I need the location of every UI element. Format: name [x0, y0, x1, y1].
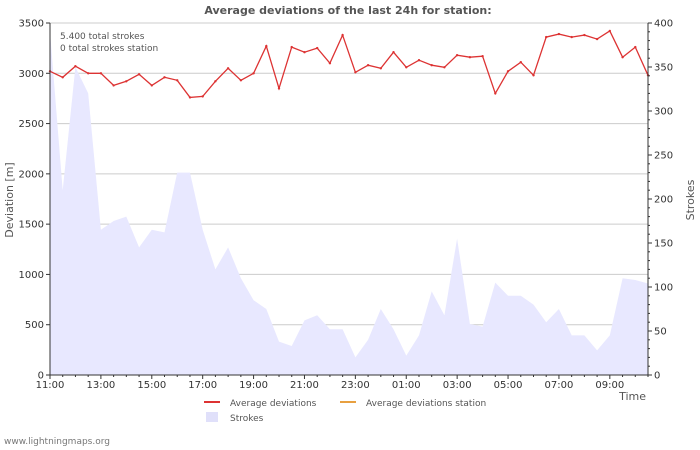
footer-credit: www.lightningmaps.org: [4, 437, 110, 447]
data-point: [341, 33, 344, 37]
data-point: [494, 92, 497, 95]
data-point: [290, 45, 293, 49]
data-point: [608, 29, 611, 33]
data-point: [481, 55, 484, 58]
data-point: [621, 56, 624, 59]
legend-label-strokes: Strokes: [230, 414, 264, 424]
x-tick-label: 11:00: [36, 380, 65, 391]
x-tick-label: 17:00: [188, 380, 217, 391]
data-point: [634, 45, 637, 49]
data-point: [455, 54, 459, 57]
x-axis-label: Time: [618, 390, 646, 403]
chart-title: Average deviations of the last 24h for s…: [204, 4, 491, 17]
data-point: [443, 66, 446, 69]
x-tick-label: 01:00: [392, 380, 421, 391]
data-point: [61, 76, 64, 79]
data-point: [532, 74, 535, 77]
data-point: [583, 33, 586, 37]
data-point: [430, 63, 433, 67]
data-point: [519, 61, 522, 64]
y-tick-label-right: 350: [654, 63, 673, 74]
data-point: [74, 65, 77, 68]
y-tick-label-left: 500: [25, 320, 44, 331]
data-point: [354, 71, 357, 74]
x-tick-label: 05:00: [494, 380, 523, 391]
data-point: [201, 95, 204, 98]
legend-label-average-deviations: Average deviations: [230, 399, 317, 409]
y-tick-label-right: 50: [654, 327, 667, 338]
x-tick-label: 09:00: [595, 380, 624, 391]
data-point: [379, 67, 382, 70]
y-tick-label-right: 0: [654, 371, 660, 382]
average-deviations-line: [49, 30, 649, 99]
data-point: [557, 32, 561, 36]
y-tick-label-left: 1000: [19, 270, 44, 281]
data-point: [392, 51, 395, 54]
data-point: [570, 35, 573, 39]
y-axis-right-label: Strokes: [684, 179, 697, 220]
y-tick-label-right: 200: [654, 195, 673, 206]
x-tick-label: 15:00: [137, 380, 166, 391]
x-tick-label: 21:00: [290, 380, 319, 391]
data-point: [303, 51, 306, 54]
data-point: [468, 56, 472, 59]
data-point: [125, 80, 128, 83]
x-tick-label: 19:00: [239, 380, 268, 391]
legend-swatch-strokes: [206, 412, 218, 422]
right-axis-ticks: 0 50 100 150 200 250 300 350 400: [648, 19, 673, 382]
y-tick-label-right: 300: [654, 107, 673, 118]
x-tick-label: 13:00: [86, 380, 115, 391]
data-point: [328, 62, 332, 65]
y-tick-label-right: 400: [654, 19, 673, 30]
data-point: [188, 96, 192, 99]
data-point: [112, 84, 115, 87]
y-tick-label-left: 3000: [19, 69, 44, 80]
data-point: [265, 44, 268, 48]
data-point: [239, 79, 243, 82]
y-tick-label-right: 100: [654, 283, 673, 294]
x-tick-label: 03:00: [443, 380, 472, 391]
data-point: [87, 72, 90, 75]
y-tick-label-left: 0: [38, 371, 44, 382]
y-tick-label-right: 250: [654, 151, 673, 162]
y-tick-label-left: 2500: [19, 119, 44, 130]
data-point: [176, 79, 179, 82]
y-tick-label-left: 2000: [19, 169, 44, 180]
average-deviations-line-layer: [48, 29, 650, 99]
left-axis-ticks: 0 500 1000 1500 2000 2500 3000 3500: [19, 19, 50, 382]
x-tick-label: 07:00: [545, 380, 574, 391]
total-strokes-annotation: 5.400 total strokes: [60, 32, 145, 42]
data-point: [316, 46, 319, 50]
legend-label-average-deviations-station: Average deviations station: [366, 399, 486, 409]
y-tick-label-left: 1500: [19, 220, 44, 231]
data-point: [405, 66, 408, 69]
data-point: [150, 84, 153, 87]
data-point: [417, 59, 421, 62]
data-point: [506, 70, 510, 73]
legend: Average deviations Average deviations st…: [204, 399, 486, 424]
data-point: [595, 37, 599, 41]
x-tick-label: 23:00: [341, 380, 370, 391]
data-point: [99, 72, 103, 75]
data-point: [214, 80, 217, 83]
strokes-area: [50, 31, 648, 376]
data-point: [163, 76, 166, 79]
data-point: [366, 63, 370, 67]
total-strokes-station-annotation: 0 total strokes station: [60, 44, 158, 54]
strokes-area-layer: [50, 31, 648, 376]
data-point: [545, 35, 548, 39]
x-axis-ticks: 11:00 13:00 15:00 17:00 19:00 21:00 23:00 01:00…: [36, 375, 649, 391]
y-tick-label-left: 3500: [19, 19, 44, 30]
data-point: [226, 67, 230, 70]
y-axis-left-label: Deviation [m]: [3, 162, 16, 237]
data-point: [137, 73, 141, 76]
data-point: [252, 72, 255, 75]
y-tick-label-right: 150: [654, 239, 673, 250]
data-point: [277, 87, 281, 90]
